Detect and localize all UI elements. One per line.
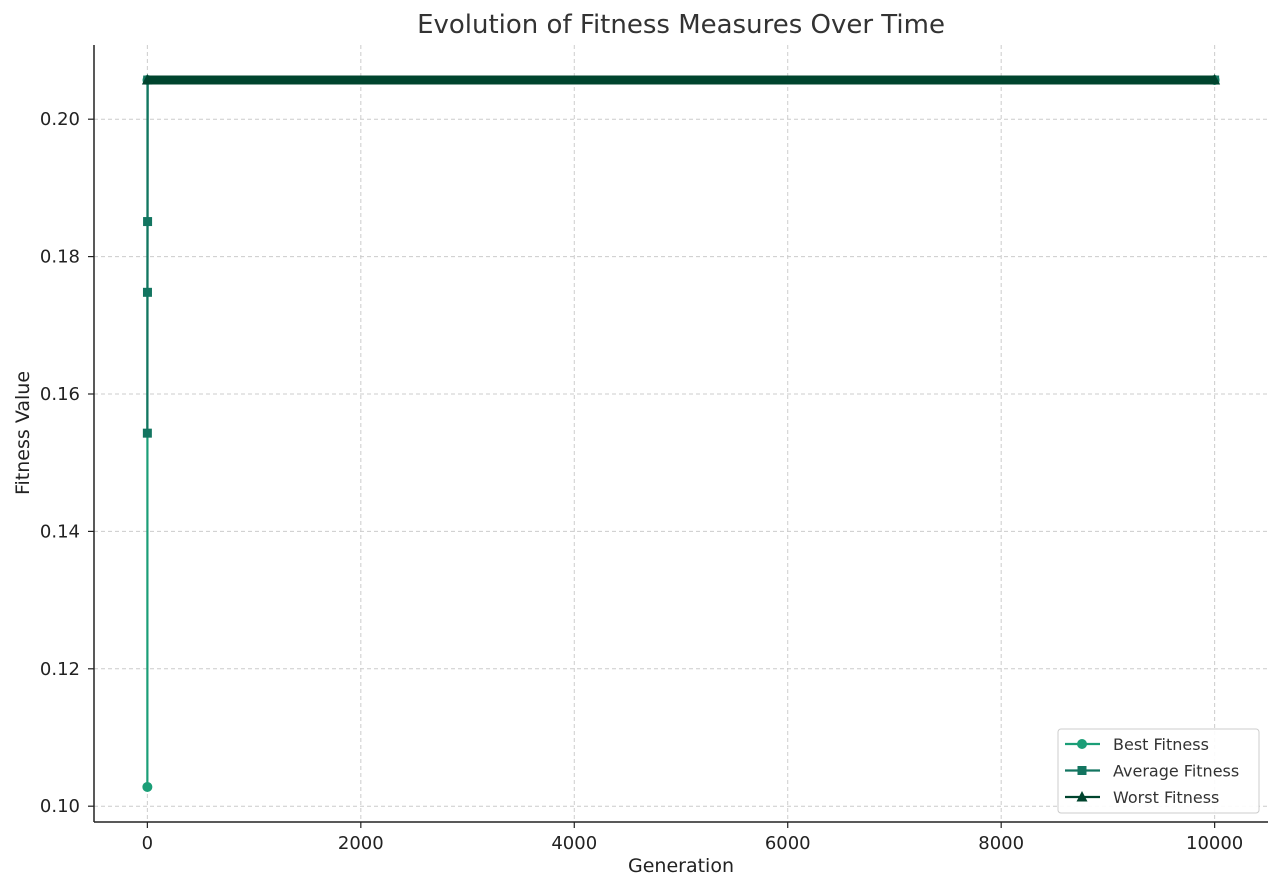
axes <box>93 45 1268 823</box>
worst-fitness-point <box>1209 74 1221 85</box>
best-fitness-point <box>142 781 153 792</box>
best-fitness-line <box>146 78 1215 787</box>
ticks: 0 2000 4000 6000 8000 10000 0.10 0.12 0.14 0.16 0.… <box>40 109 1243 854</box>
y-tick-label: 0.16 <box>40 384 80 405</box>
legend-item-best-fitness: Best Fitness <box>1065 735 1209 754</box>
legend-box <box>1057 728 1260 814</box>
legend-label: Worst Fitness <box>1113 788 1219 807</box>
y-tick-label: 0.18 <box>40 247 80 268</box>
average-fitness-point <box>143 217 153 227</box>
legend-label: Best Fitness <box>1113 735 1209 754</box>
y-tick-label: 0.14 <box>40 521 80 542</box>
y-tick-label: 0.20 <box>40 109 80 130</box>
best-fitness-series <box>142 75 1220 792</box>
y-tick-label: 0.12 <box>40 659 80 680</box>
legend-swatch-marker <box>1077 739 1087 749</box>
x-tick-label: 10000 <box>1186 833 1243 854</box>
legend-swatch-marker <box>1077 766 1087 775</box>
series-layer <box>141 74 1221 792</box>
average-fitness-point <box>142 287 152 297</box>
legend: Best Fitness Average Fitness Worst Fitness <box>1057 728 1260 814</box>
grid <box>94 45 1268 822</box>
legend-item-average-fitness: Average Fitness <box>1065 762 1239 781</box>
legend-swatch-marker <box>1076 791 1088 802</box>
x-tick-label: 0 <box>142 833 153 854</box>
worst-fitness-series <box>141 74 1221 85</box>
x-axis-label: Generation <box>628 855 734 877</box>
y-tick-label: 0.10 <box>40 796 80 817</box>
x-tick-label: 6000 <box>765 833 811 854</box>
legend-label: Average Fitness <box>1113 762 1239 781</box>
chart-title: Evolution of Fitness Measures Over Time <box>417 10 945 40</box>
x-tick-label: 4000 <box>551 833 597 854</box>
y-axis-label: Fitness Value <box>12 371 34 495</box>
x-tick-label: 2000 <box>338 833 384 854</box>
x-tick-label: 8000 <box>978 833 1024 854</box>
worst-fitness-point <box>141 74 153 85</box>
average-fitness-point <box>142 428 152 438</box>
legend-item-worst-fitness: Worst Fitness <box>1065 788 1219 807</box>
